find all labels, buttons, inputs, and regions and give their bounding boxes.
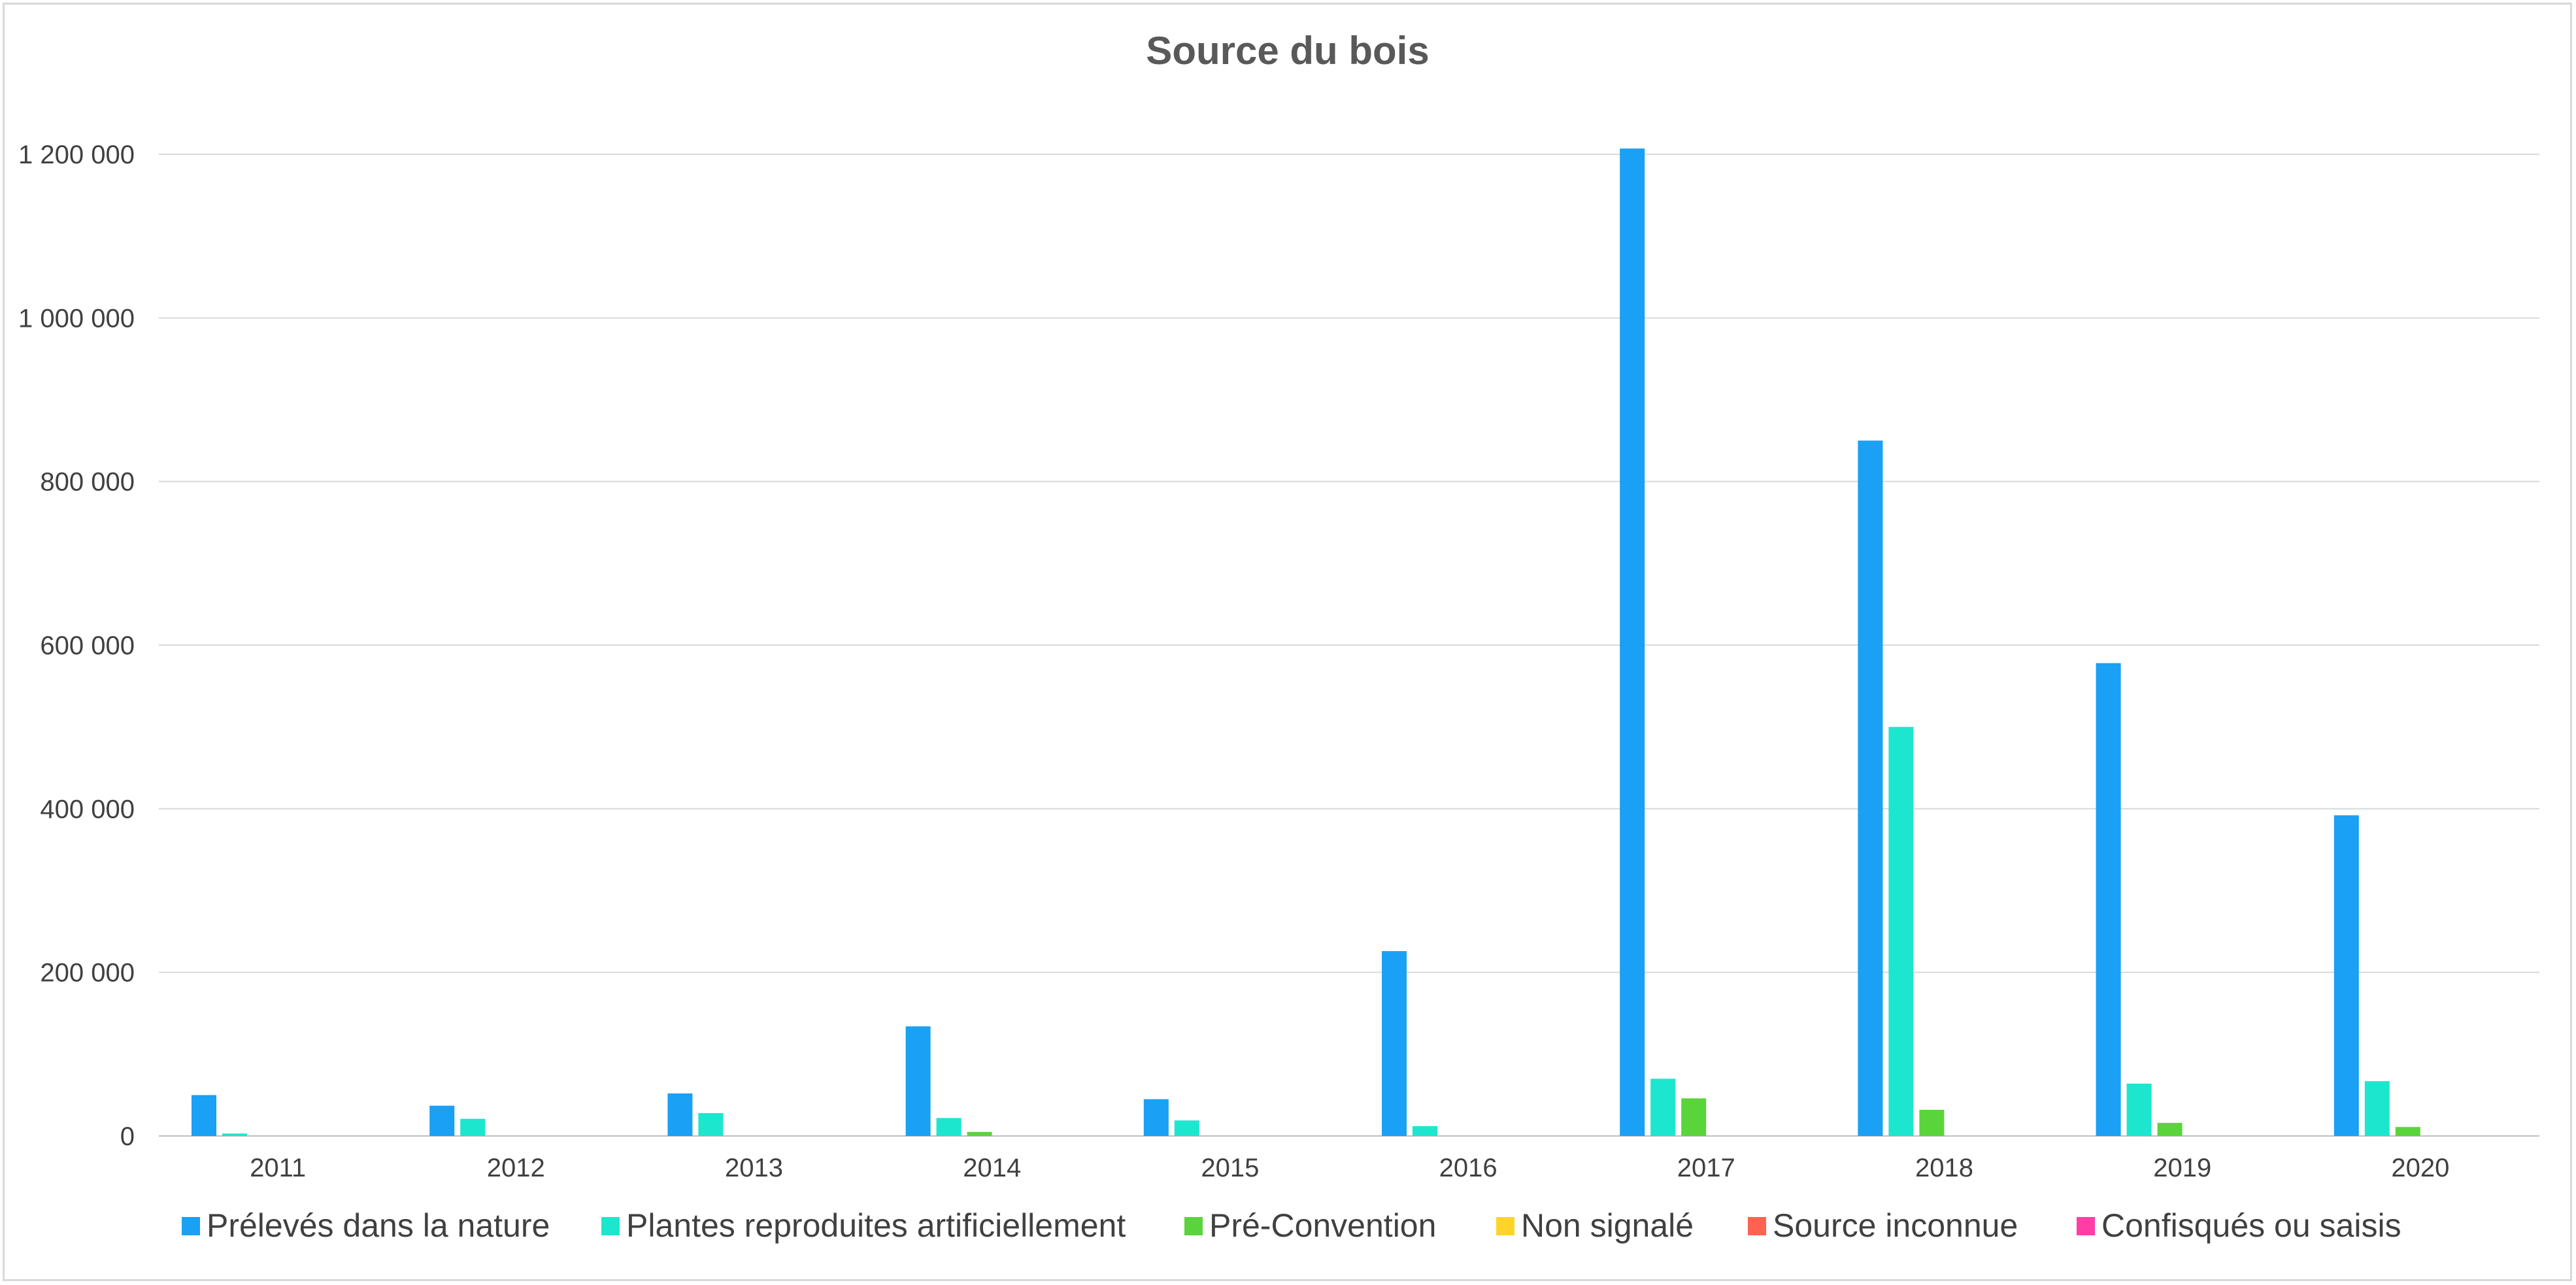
chart-frame: [3, 3, 2572, 1281]
bar: [2126, 1083, 2152, 1136]
bar: [2395, 1127, 2420, 1136]
x-tick-label: 2014: [963, 1154, 1021, 1182]
bar: [1650, 1078, 1676, 1136]
gridlines: [159, 154, 2539, 1137]
legend-label: Source inconnue: [1773, 1207, 2018, 1244]
x-tick-label: 2020: [2391, 1154, 2449, 1182]
bar: [2333, 815, 2359, 1136]
chart-title: Source du bois: [1146, 29, 1429, 73]
legend-swatch: [2077, 1217, 2095, 1235]
legend-label: Confisqués ou saisis: [2101, 1207, 2401, 1244]
bar: [667, 1093, 693, 1136]
y-axis-tick-labels: 0 200 000 400 000 600 000 800 000 1 000 000 1 …: [18, 141, 135, 1151]
y-tick-label: 400 000: [40, 795, 135, 824]
x-tick-label: 2011: [250, 1154, 306, 1182]
legend-label: Prélevés dans la nature: [207, 1207, 550, 1244]
bar: [1681, 1098, 1707, 1136]
bar: [460, 1118, 486, 1136]
bar: [192, 1095, 216, 1136]
bar: [1620, 148, 1645, 1137]
y-tick-label: 200 000: [40, 959, 135, 988]
bar: [2096, 663, 2121, 1136]
bar: [1919, 1109, 1945, 1136]
y-tick-label: 600 000: [40, 631, 135, 660]
legend-swatch: [1748, 1217, 1766, 1235]
bars: [192, 148, 2420, 1137]
bar: [222, 1133, 247, 1136]
legend-label: Pré-Convention: [1209, 1207, 1436, 1244]
legend-swatch: [1184, 1217, 1203, 1235]
x-tick-label: 2013: [725, 1154, 783, 1182]
x-tick-label: 2012: [487, 1154, 545, 1182]
x-axis-tick-labels: 2011 2012 2013 2014 2015 2016 2017 2018 2019 2020: [250, 1154, 2449, 1182]
bar: [698, 1112, 724, 1136]
bar: [967, 1131, 992, 1136]
bar: [1858, 441, 1883, 1137]
y-tick-label: 1 000 000: [18, 304, 135, 333]
x-tick-label: 2015: [1201, 1154, 1259, 1182]
legend-swatch: [601, 1217, 620, 1235]
bar: [2364, 1081, 2390, 1136]
legend-swatch: [182, 1217, 200, 1235]
bar: [1174, 1120, 1199, 1136]
x-tick-label: 2017: [1677, 1154, 1735, 1182]
bar: [1382, 951, 1407, 1136]
bar: [1143, 1099, 1169, 1136]
legend-label: Non signalé: [1521, 1207, 1694, 1244]
y-tick-label: 800 000: [40, 468, 135, 497]
y-tick-label: 0: [120, 1122, 135, 1151]
bar: [905, 1026, 931, 1136]
x-tick-label: 2019: [2153, 1154, 2211, 1182]
bar: [429, 1105, 455, 1136]
legend-label: Plantes reproduites artificiellement: [626, 1207, 1126, 1244]
y-tick-label: 1 200 000: [18, 141, 135, 169]
bar: [1413, 1126, 1437, 1136]
legend: Prélevés dans la nature Plantes reproduit…: [182, 1207, 2401, 1244]
bar: [1888, 727, 1914, 1136]
x-tick-label: 2016: [1439, 1154, 1497, 1182]
bar: [2157, 1122, 2183, 1136]
bar: [936, 1118, 962, 1136]
x-tick-label: 2018: [1915, 1154, 1973, 1182]
legend-swatch: [1496, 1217, 1514, 1235]
